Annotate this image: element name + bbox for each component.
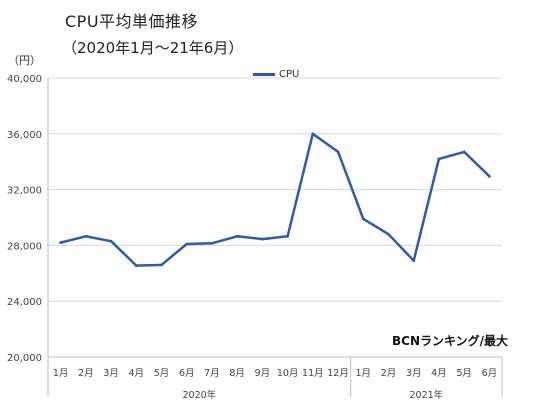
x-tick-label: 5月 [456,368,472,379]
chart-title: CPU平均単価推移 [65,12,199,31]
x-tick-label: 5月 [154,368,170,379]
x-tick-label: 9月 [255,368,271,379]
x-tick-label: 1月 [53,368,69,379]
data-point [134,264,138,268]
data-point [286,234,290,238]
data-point [109,239,113,243]
x-tick-label: 3月 [103,368,119,379]
legend-label: CPU [279,69,300,80]
x-tick-label: 8月 [229,368,245,379]
data-point [487,174,491,178]
x-tick-label: 10月 [277,368,299,379]
legend: CPU [253,69,299,80]
y-tick-label: 36,000 [7,130,42,141]
x-tick-label: 7月 [204,368,220,379]
chart-subtitle: （2020年1月～21年6月） [62,39,244,57]
data-point [387,232,390,236]
data-point [59,241,63,245]
y-tick-label: 40,000 [7,74,42,85]
series-line-cpu [60,132,491,267]
x-tick-label: 2月 [381,368,397,379]
legend-line-swatch [253,73,275,76]
data-point [412,259,416,263]
y-axis-unit-label: （円） [8,54,41,67]
x-tick-label: 4月 [129,368,145,379]
x-tick-label: 12月 [327,368,349,379]
x-tick-label: 11月 [302,368,324,379]
y-tick-label: 24,000 [7,297,42,308]
source-note: BCNランキング/最大 [392,334,509,348]
data-point [235,234,239,238]
data-point [185,242,189,246]
x-tick-label: 1月 [356,368,372,379]
x-tick-label: 6月 [179,368,195,379]
y-tick-label: 20,000 [7,353,42,364]
data-point [84,234,88,238]
x-tick-label: 6月 [482,368,498,379]
year-group-label: 2021年 [409,389,443,401]
data-point [260,237,264,241]
x-tick-label: 2月 [78,368,94,379]
y-tick-label: 32,000 [7,186,42,197]
data-point [437,157,441,161]
data-point [336,150,340,154]
x-tick-label: 3月 [406,368,422,379]
y-tick-label: 28,000 [7,241,42,252]
x-tick-label: 4月 [431,368,447,379]
data-point [311,132,315,136]
data-point [361,217,365,221]
year-group-label: 2020年 [182,389,216,401]
data-point [210,241,214,245]
data-point [160,263,163,267]
data-point [462,150,466,154]
